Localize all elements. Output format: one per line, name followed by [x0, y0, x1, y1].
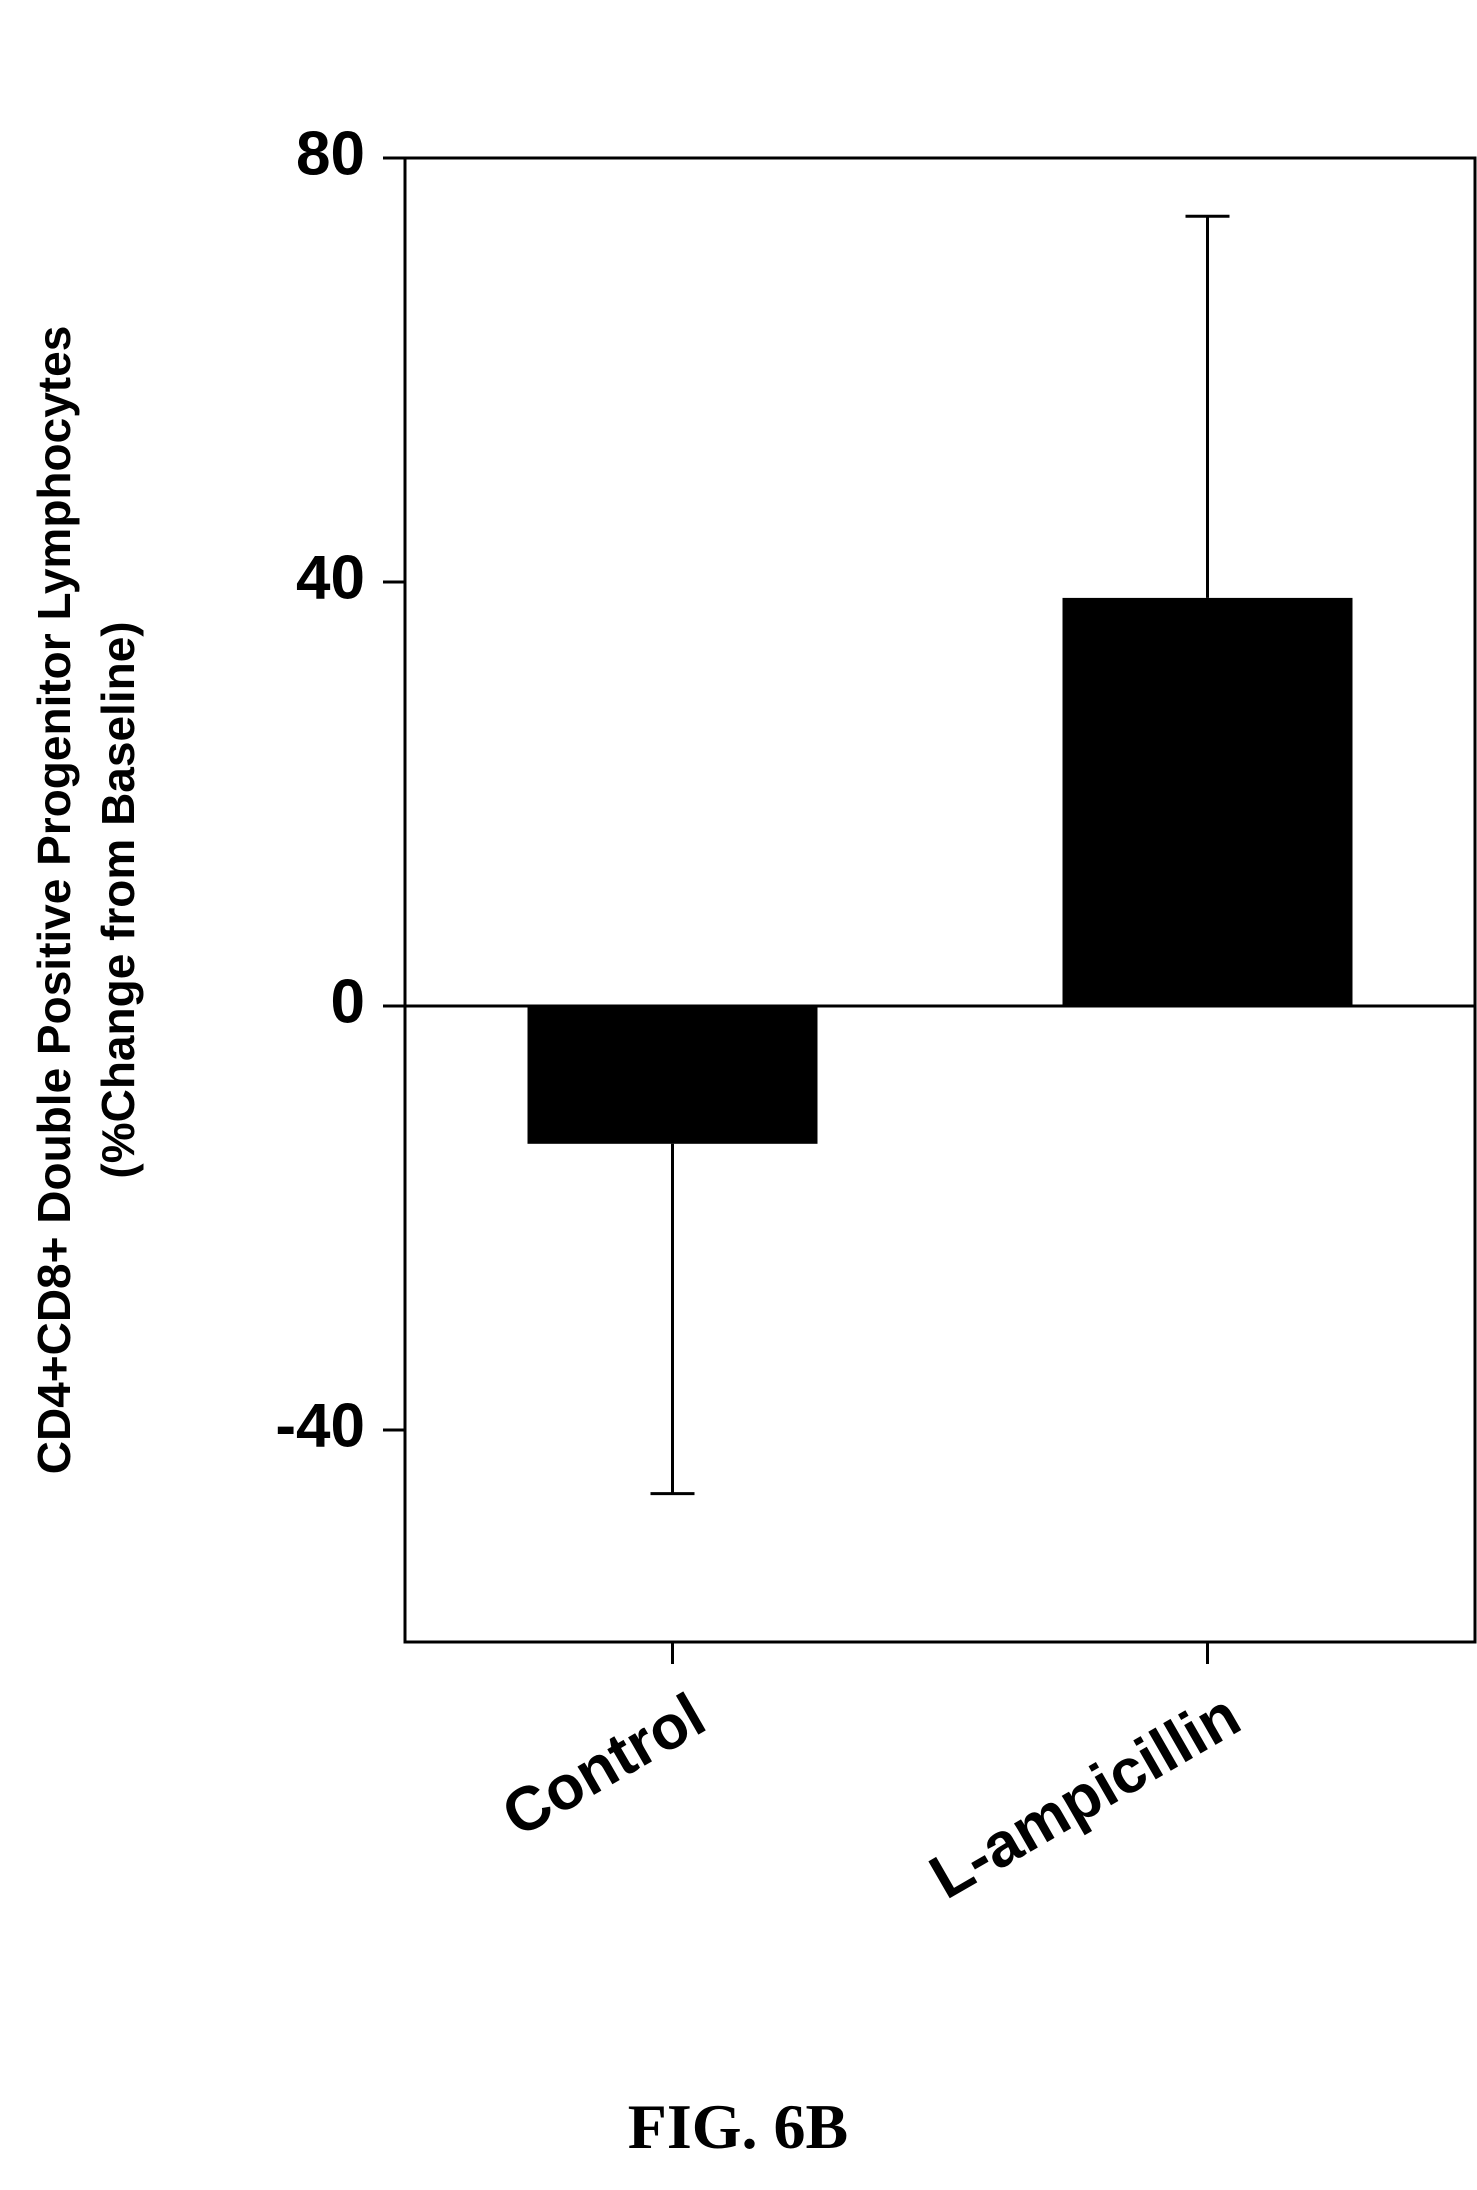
y-axis-label-line-2: (%Change from Baseline)	[92, 621, 144, 1178]
figure-caption: FIG. 6B	[628, 2091, 848, 2162]
error-bars	[650, 214, 1230, 1496]
x-axis-categories: Control L-ampicillin	[491, 1642, 1252, 1912]
x-category-label: Control	[491, 1680, 716, 1850]
y-tick-label: 40	[296, 543, 365, 612]
plot-frame	[403, 156, 1477, 1644]
bar-control	[527, 1006, 818, 1144]
y-tick-label: 0	[331, 967, 365, 1036]
y-axis-ticks: 80 40 0 -40	[275, 119, 405, 1460]
y-axis-label: CD4+CD8+ Double Positive Progenitor Lymp…	[28, 326, 144, 1475]
bar-l-ampicillin	[1062, 597, 1353, 1006]
y-axis-label-line-1: CD4+CD8+ Double Positive Progenitor Lymp…	[28, 326, 80, 1475]
bars	[527, 597, 1353, 1144]
y-tick-label: 80	[296, 119, 365, 188]
x-category-label: L-ampicillin	[919, 1680, 1252, 1912]
y-tick-label: -40	[275, 1391, 365, 1460]
